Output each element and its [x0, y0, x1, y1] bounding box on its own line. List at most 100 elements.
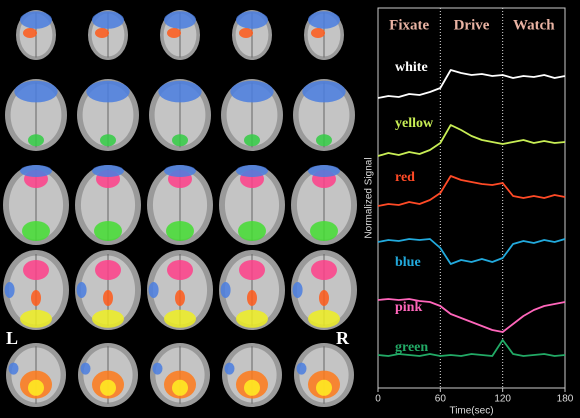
signal-line	[377, 339, 566, 357]
activation	[103, 290, 113, 306]
activation	[80, 362, 91, 375]
activation	[100, 379, 116, 396]
plot-frame	[377, 7, 566, 389]
signal-line	[377, 175, 566, 207]
activation	[308, 309, 340, 328]
activation	[172, 379, 188, 396]
brain-slice	[16, 10, 56, 60]
activation	[92, 309, 124, 328]
activation	[236, 165, 268, 177]
brain-slice	[77, 79, 139, 151]
activation	[172, 134, 188, 147]
brain-slice	[78, 343, 138, 407]
activation	[158, 80, 202, 103]
series-label: blue	[395, 255, 421, 270]
signal-line	[377, 298, 566, 333]
brain-slice	[219, 165, 285, 245]
activation	[292, 282, 303, 298]
signal-line	[377, 238, 566, 265]
right-label: R	[336, 328, 350, 348]
activation	[302, 80, 346, 103]
series-label: green	[395, 340, 428, 355]
brain-slice	[232, 10, 272, 60]
brain-slice	[304, 10, 344, 60]
activation	[236, 309, 268, 328]
activation	[167, 260, 193, 280]
series-label: pink	[395, 300, 422, 315]
brain-slice	[291, 165, 357, 245]
series-label: red	[395, 170, 415, 185]
brain-slice	[150, 343, 210, 407]
activation	[247, 290, 257, 306]
activation	[23, 28, 37, 38]
activation	[316, 379, 332, 396]
brain-slice	[160, 10, 200, 60]
brain-slice	[222, 343, 282, 407]
activation	[20, 165, 52, 177]
activation	[20, 309, 52, 328]
activation	[239, 260, 265, 280]
activation	[166, 221, 194, 241]
brain-slice	[3, 165, 69, 245]
activation	[319, 290, 329, 306]
brain-slice	[88, 10, 128, 60]
activation	[224, 362, 235, 375]
activation	[95, 28, 109, 38]
activation	[95, 260, 121, 280]
activation	[22, 221, 50, 241]
brain-slice	[6, 343, 66, 407]
activation	[236, 11, 268, 29]
brain-slice	[75, 250, 141, 330]
activation	[76, 282, 87, 298]
activation	[244, 134, 260, 147]
brain-slice	[221, 79, 283, 151]
phase-label: Drive	[454, 17, 490, 33]
left-label: L	[6, 328, 18, 348]
activation	[86, 80, 130, 103]
activation	[244, 379, 260, 396]
brain-slice	[219, 250, 285, 330]
x-axis-label: Time(sec)	[449, 406, 493, 417]
brain-slice	[5, 79, 67, 151]
activation	[164, 309, 196, 328]
activation	[238, 221, 266, 241]
signal-chart: 0 60 120 180 Fixate Drive Watch Time(sec) Normal…	[364, 7, 574, 417]
activation	[100, 134, 116, 147]
activation	[23, 260, 49, 280]
x-tick-label: 60	[435, 394, 447, 405]
activation	[152, 362, 163, 375]
x-tick-label: 0	[375, 394, 381, 405]
activation	[316, 134, 332, 147]
activation	[8, 362, 19, 375]
brain-slice	[147, 165, 213, 245]
x-tick-label: 180	[557, 394, 574, 405]
brain-slice	[293, 79, 355, 151]
activation	[94, 221, 122, 241]
activation	[164, 165, 196, 177]
brain-slice	[147, 250, 213, 330]
activation	[175, 290, 185, 306]
activation	[20, 11, 52, 29]
activation	[92, 165, 124, 177]
activation	[14, 80, 58, 103]
activation	[92, 11, 124, 29]
activation	[239, 28, 253, 38]
activation	[311, 28, 325, 38]
x-tick-label: 120	[494, 394, 511, 405]
phase-label: Watch	[513, 17, 555, 33]
activation	[148, 282, 159, 298]
brain-slice	[75, 165, 141, 245]
activation	[311, 260, 337, 280]
phase-label: Fixate	[389, 17, 429, 33]
activation	[164, 11, 196, 29]
activation	[308, 11, 340, 29]
y-axis-label: Normalized Signal	[364, 157, 375, 238]
activation	[296, 362, 307, 375]
activation	[28, 134, 44, 147]
activation	[220, 282, 231, 298]
activation	[31, 290, 41, 306]
brain-slice	[3, 250, 69, 330]
activation	[308, 165, 340, 177]
